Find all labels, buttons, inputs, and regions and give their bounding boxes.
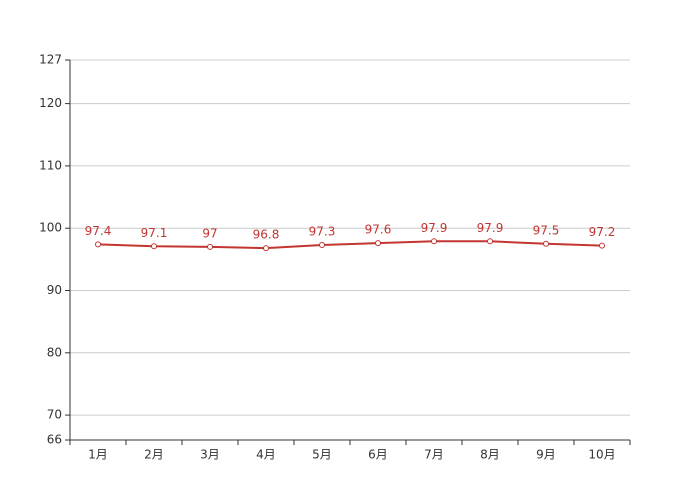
line [97, 240, 603, 250]
x-tick-label: 1月 [88, 448, 108, 462]
point [431, 238, 437, 245]
x-tick-label: 2月 [144, 448, 164, 462]
data-label: 97.1 [141, 226, 168, 240]
x-tick-label: 3月 [200, 448, 220, 462]
data-label: 97.3 [309, 225, 336, 239]
point [599, 242, 605, 249]
data-label: 97.9 [421, 221, 448, 235]
point [151, 243, 157, 250]
data-label: 97 [202, 226, 217, 240]
x-tick-label: 4月 [256, 448, 276, 462]
x-tick-label: 5月 [312, 448, 332, 462]
point [487, 238, 493, 245]
y-tick-label: 110 [39, 158, 62, 172]
data-label: 97.6 [365, 223, 392, 237]
y-tick-label: 70 [47, 408, 62, 422]
y-tick-label: 80 [47, 345, 62, 359]
data-label: 96.8 [253, 228, 280, 242]
y-tick-label: 90 [47, 283, 62, 297]
x-tick-label: 10月 [588, 448, 615, 462]
data-label: 97.4 [85, 224, 112, 238]
point [543, 240, 549, 247]
point [319, 242, 325, 249]
data-label: 97.5 [533, 223, 560, 237]
x-tick-label: 7月 [424, 448, 444, 462]
x-tick-label: 8月 [480, 448, 500, 462]
y-tick-label: 127 [39, 53, 62, 67]
point [263, 245, 269, 252]
data-label: 97.2 [589, 225, 616, 239]
point [207, 243, 213, 250]
point [375, 240, 381, 247]
x-tick-label: 9月 [536, 448, 556, 462]
y-tick-label: 100 [39, 221, 62, 235]
point [95, 241, 101, 248]
x-tick-label: 6月 [368, 448, 388, 462]
y-tick-label: 66 [47, 433, 62, 447]
data-label: 97.9 [477, 221, 504, 235]
y-tick-label: 120 [39, 96, 62, 110]
